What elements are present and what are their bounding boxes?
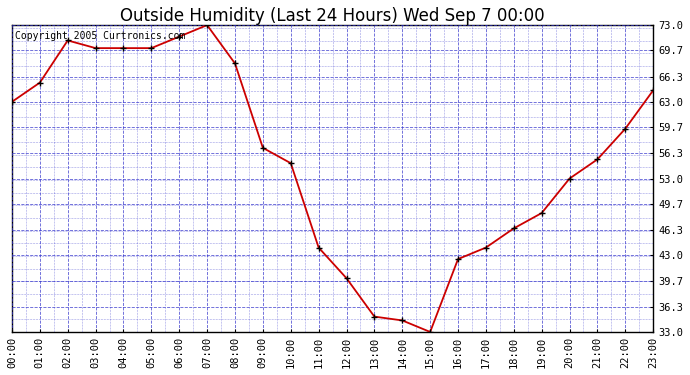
Text: Copyright 2005 Curtronics.com: Copyright 2005 Curtronics.com: [15, 31, 186, 41]
Title: Outside Humidity (Last 24 Hours) Wed Sep 7 00:00: Outside Humidity (Last 24 Hours) Wed Sep…: [120, 7, 545, 25]
